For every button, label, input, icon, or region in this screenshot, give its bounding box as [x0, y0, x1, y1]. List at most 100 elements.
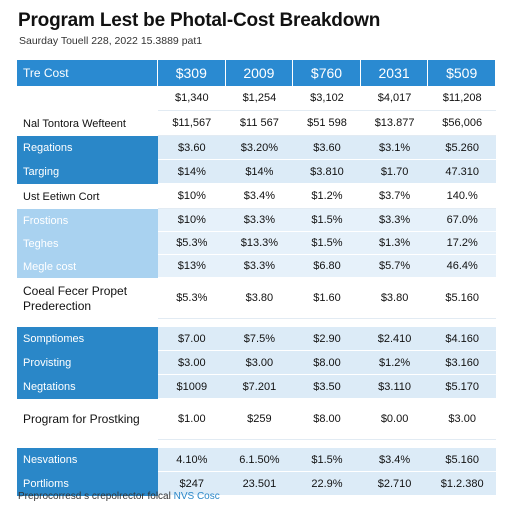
table-cell: $3.810	[293, 160, 361, 184]
spacer-row	[17, 319, 496, 327]
table-cell: $3.80	[225, 278, 294, 319]
table-cell: $8.00	[293, 399, 361, 440]
table-row: Targing $14% $14% $3.810 $1.70 47.310	[17, 160, 496, 184]
table-cell: $5.7%	[360, 255, 429, 278]
cost-breakdown-table: Tre Cost $309 2009 $760 2031 $509 $1,340…	[17, 60, 496, 496]
table-cell	[293, 440, 361, 448]
row-label	[17, 440, 158, 448]
table-header-row: Tre Cost $309 2009 $760 2031 $509	[17, 60, 496, 86]
table-cell: $3.4%	[360, 448, 429, 472]
table-cell: $3.80	[360, 278, 429, 319]
row-label: Targing	[17, 160, 158, 184]
table-cell: $3.160	[428, 351, 496, 375]
table-cell: $3.1%	[360, 136, 429, 160]
table-cell: $13.877	[360, 111, 429, 136]
row-label: Portlioms	[17, 472, 158, 496]
table-cell: $1.5%	[293, 209, 361, 232]
table-row: Nal Tontora Wefteent $11,567 $11 567 $51 59…	[17, 111, 496, 136]
table-row: Nesvations 4.10% 6.1.50% $1.5% $3.4% $5.160	[17, 448, 496, 472]
table-cell: $3.00	[225, 351, 294, 375]
table-cell: $11,208	[428, 86, 496, 111]
table-cell: $5.170	[428, 375, 496, 399]
header-cell: 2009	[225, 60, 294, 86]
table-cell: $5.260	[428, 136, 496, 160]
table-cell: $14%	[225, 160, 294, 184]
row-label: Regations	[17, 136, 158, 160]
table-cell: $13.3%	[225, 232, 294, 255]
table-row: Megle cost $13% $3.3% $6.80 $5.7% 46.4%	[17, 255, 496, 278]
table-cell: $2.410	[360, 327, 429, 351]
table-cell: $3.110	[360, 375, 429, 399]
table-row: Frostions $10% $3.3% $1.5% $3.3% 67.0%	[17, 209, 496, 232]
table-cell: $3.4%	[225, 184, 294, 209]
table-cell: $1.2.380	[428, 472, 496, 496]
row-label: Negtations	[17, 375, 158, 399]
header-cell: $309	[158, 60, 226, 86]
table-cell: $1.3%	[360, 232, 429, 255]
table-cell: $3.50	[293, 375, 361, 399]
table-row: Somptiomes $7.00 $7.5% $2.90 $2.410 $4.160	[17, 327, 496, 351]
table-cell: 140.%	[428, 184, 496, 209]
table-cell: $3.3%	[225, 209, 294, 232]
table-body: $1,340 $1,254 $3,102 $4,017 $11,208 Nal Tonto…	[17, 86, 496, 496]
table-cell: $1.5%	[293, 232, 361, 255]
table-cell: $3.3%	[360, 209, 429, 232]
footnote: Preprocorresd s crepolrector folcal NVS …	[18, 491, 220, 502]
table-cell: $7.5%	[225, 327, 294, 351]
table-cell: $5.160	[428, 278, 496, 319]
table-cell: $3.3%	[225, 255, 294, 278]
table-cell	[225, 319, 294, 327]
table-cell: $6.80	[293, 255, 361, 278]
footnote-text: Preprocorresd s crepolrector folcal	[18, 491, 174, 502]
table-cell	[360, 440, 429, 448]
row-label: Nesvations	[17, 448, 158, 472]
table-cell: 47.310	[428, 160, 496, 184]
table-cell: $247	[158, 472, 226, 496]
table-cell: $14%	[158, 160, 226, 184]
row-label: Program for Prostking	[17, 399, 158, 440]
header-cell: 2031	[360, 60, 429, 86]
table-cell	[428, 319, 496, 327]
table-cell: $7.201	[225, 375, 294, 399]
row-label: Ust Eetiwn Cort	[17, 184, 158, 209]
table-cell: $3.7%	[360, 184, 429, 209]
table-cell	[360, 319, 429, 327]
table-row: Provisting $3.00 $3.00 $8.00 $1.2% $3.160	[17, 351, 496, 375]
table-row: Ust Eetiwn Cort $10% $3.4% $1.2% $3.7% 140.%	[17, 184, 496, 209]
table-cell: $2.710	[360, 472, 429, 496]
row-label: Somptiomes	[17, 327, 158, 351]
table-cell: $8.00	[293, 351, 361, 375]
table-cell: $3.00	[158, 351, 226, 375]
row-label	[17, 86, 158, 111]
table-cell: 17.2%	[428, 232, 496, 255]
row-label: Coeal Fecer Propet Prederection	[17, 278, 158, 319]
table-cell: $2.90	[293, 327, 361, 351]
row-label	[17, 319, 158, 327]
table-cell: $10%	[158, 209, 226, 232]
table-cell: $3.60	[293, 136, 361, 160]
table-row: Regations $3.60 $3.20% $3.60 $3.1% $5.260	[17, 136, 496, 160]
table-row: Program for Prostking $1.00 $259 $8.00 $0.00…	[17, 399, 496, 440]
row-label: Provisting	[17, 351, 158, 375]
table-cell: $56,006	[428, 111, 496, 136]
table-cell: $0.00	[360, 399, 429, 440]
table-cell	[428, 440, 496, 448]
table-cell	[293, 319, 361, 327]
table-cell	[158, 440, 226, 448]
table-cell: $11,567	[158, 111, 226, 136]
table-cell: $3.60	[158, 136, 226, 160]
table-cell: $4,017	[360, 86, 429, 111]
row-label: Teghes	[17, 232, 158, 255]
table-cell: $51 598	[293, 111, 361, 136]
table-cell: $1,340	[158, 86, 226, 111]
header-cell-label: Tre Cost	[17, 60, 158, 86]
table-cell	[225, 440, 294, 448]
table-row: Teghes $5.3% $13.3% $1.5% $1.3% 17.2%	[17, 232, 496, 255]
footnote-link[interactable]: NVS Cosc	[173, 491, 220, 502]
table-cell: $259	[225, 399, 294, 440]
table-cell: 67.0%	[428, 209, 496, 232]
table-cell: $1.5%	[293, 448, 361, 472]
table-cell: $1.2%	[293, 184, 361, 209]
table-cell: 6.1.50%	[225, 448, 294, 472]
